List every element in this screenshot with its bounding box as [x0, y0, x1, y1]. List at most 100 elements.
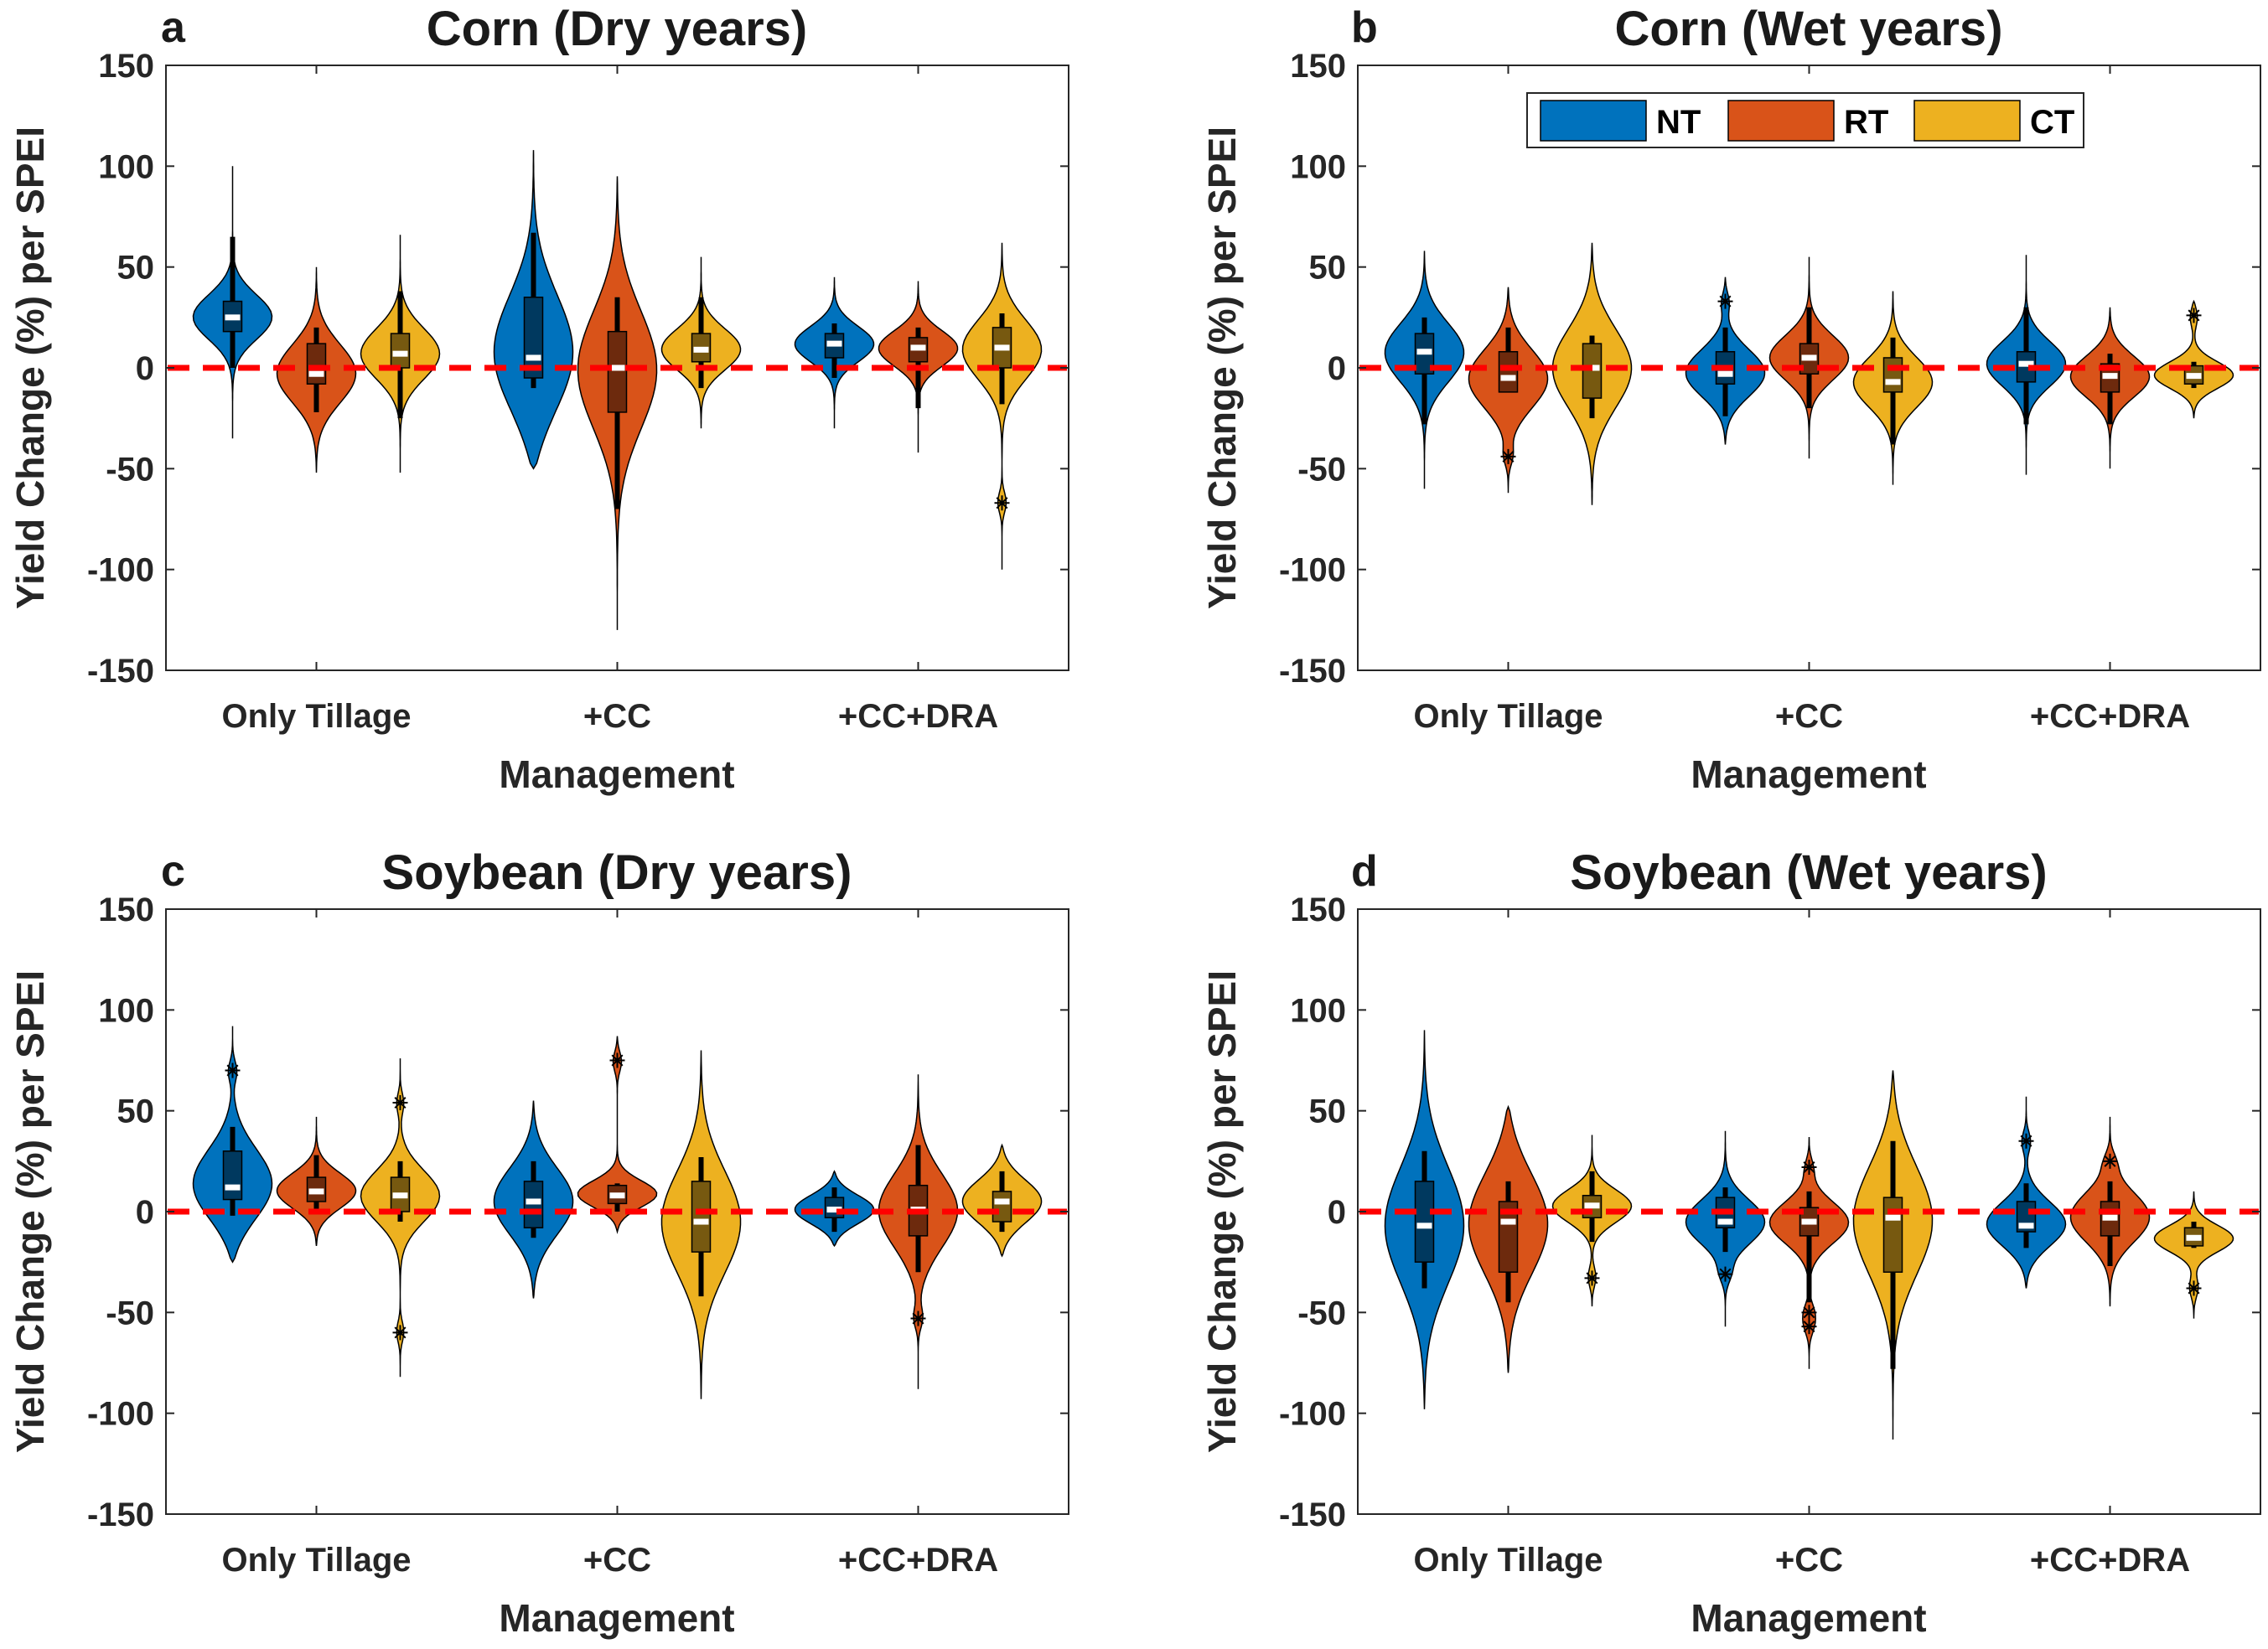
- y-tick-label: 100: [98, 992, 154, 1029]
- median-marker: [1416, 349, 1432, 355]
- panel-letter: a: [161, 3, 186, 52]
- x-tick-label: +CC: [583, 1542, 651, 1579]
- violin-rt: [1468, 287, 1549, 494]
- median-marker: [2018, 360, 2034, 367]
- median-marker: [2102, 1214, 2118, 1221]
- median-marker: [1584, 1202, 1600, 1209]
- iqr-box: [1414, 1181, 1435, 1263]
- median-marker: [826, 1207, 842, 1213]
- x-tick-label: Only Tillage: [1414, 1542, 1603, 1579]
- violin-ct: [360, 235, 441, 473]
- y-tick-label: -100: [1279, 1396, 1346, 1433]
- chart-marks: [1359, 242, 2259, 505]
- panel-c: Soybean (Dry years) c Yield Change (%) p…: [8, 845, 1069, 1640]
- outlier-marker: [1717, 1266, 1733, 1282]
- y-tick-label: 0: [1328, 1194, 1346, 1231]
- violin-body: [2153, 299, 2234, 419]
- x-tick-label: +CC+DRA: [838, 698, 998, 735]
- legend-label-rt: RT: [1844, 104, 1888, 141]
- iqr-box: [390, 333, 411, 369]
- outlier-marker: [392, 1095, 408, 1111]
- y-tick-label: 150: [1290, 892, 1346, 928]
- violin-rt: [577, 176, 658, 630]
- outlier-marker: [225, 1062, 241, 1078]
- outlier-marker: [1500, 448, 1516, 464]
- panel-d: Soybean (Wet years) d Yield Change (%) p…: [1200, 845, 2261, 1640]
- x-tick-labels: Only Tillage +CC +CC+DRA: [222, 65, 998, 735]
- median-marker: [392, 350, 408, 357]
- median-marker: [910, 344, 926, 351]
- x-tick-labels: Only Tillage +CC +CC+DRA: [222, 909, 998, 1579]
- y-tick-label: 0: [1328, 350, 1346, 387]
- y-tick-labels: 150 100 50 0 -50 -100 -150: [87, 48, 1069, 690]
- x-tick-label: +CC: [583, 698, 651, 735]
- outlier-marker: [1584, 1270, 1600, 1286]
- median-marker: [1500, 375, 1516, 381]
- panel-letter: b: [1351, 3, 1378, 52]
- violin-ct: [360, 1058, 441, 1378]
- chart-title: Soybean (Dry years): [382, 845, 852, 900]
- violin-nt: [1384, 1030, 1465, 1409]
- violin-nt: [794, 277, 875, 429]
- violin-body: [2153, 1191, 2234, 1319]
- violin-ct: [660, 256, 742, 429]
- iqr-box: [523, 1181, 544, 1229]
- median-marker: [308, 1188, 324, 1195]
- median-marker: [526, 1198, 541, 1205]
- y-tick-label: 150: [1290, 48, 1346, 85]
- legend-item-nt: NT: [1540, 100, 1701, 142]
- median-marker: [994, 1198, 1010, 1205]
- chart-marks: [168, 1026, 1067, 1399]
- outlier-marker: [2186, 308, 2202, 323]
- violin-ct: [660, 1050, 742, 1399]
- y-tick-label: -100: [87, 552, 154, 589]
- outlier-marker: [994, 495, 1010, 511]
- iqr-box: [306, 343, 327, 385]
- x-axis-label: Management: [499, 1596, 734, 1640]
- outlier-marker: [1801, 1160, 1817, 1176]
- y-tick-label: 100: [1290, 148, 1346, 185]
- violin-ct: [961, 242, 1043, 570]
- y-tick-labels: 150 100 50 0 -50 -100 -150: [1279, 48, 2260, 690]
- y-tick-label: 0: [136, 350, 154, 387]
- violin-rt: [1768, 1136, 1850, 1369]
- violin-rt: [577, 1036, 658, 1234]
- y-tick-label: -150: [1279, 1497, 1346, 1533]
- x-tick-label: +CC: [1775, 1542, 1843, 1579]
- y-axis-label: Yield Change (%) per SPEI: [8, 970, 52, 1453]
- y-tick-label: -100: [87, 1396, 154, 1433]
- median-marker: [308, 370, 324, 377]
- median-marker: [526, 354, 541, 361]
- chart-title: Corn (Wet years): [1614, 2, 2002, 56]
- y-tick-label: -50: [1297, 451, 1346, 488]
- iqr-box: [1582, 343, 1603, 399]
- panel-b: Corn (Wet years) b Yield Change (%) per …: [1200, 2, 2261, 796]
- median-marker: [2102, 373, 2118, 380]
- violin-rt: [1468, 1104, 1549, 1373]
- y-tick-label: -50: [1297, 1295, 1346, 1331]
- chart-marks: [1359, 1030, 2259, 1440]
- outlier-marker: [2186, 1280, 2202, 1296]
- x-tick-label: Only Tillage: [222, 698, 412, 735]
- median-marker: [609, 1192, 625, 1199]
- violin-ct: [1852, 1070, 1934, 1440]
- median-marker: [2186, 1234, 2202, 1241]
- panel-letter: c: [161, 847, 185, 896]
- y-tick-label: -150: [87, 653, 154, 690]
- legend-item-ct: CT: [1913, 100, 2074, 142]
- x-axis-label: Management: [1691, 1596, 1926, 1640]
- violin-ct: [1551, 242, 1633, 505]
- violin-nt: [1384, 251, 1465, 489]
- median-marker: [2018, 1223, 2034, 1229]
- median-marker: [1717, 370, 1733, 377]
- x-tick-label: Only Tillage: [1414, 698, 1603, 735]
- violin-nt: [493, 150, 574, 470]
- panel-letter: d: [1351, 847, 1378, 896]
- outlier-marker: [1801, 1305, 1817, 1321]
- iqr-box: [1882, 357, 1903, 393]
- x-axis-label: Management: [499, 752, 734, 796]
- iqr-box: [691, 1181, 712, 1253]
- median-marker: [609, 364, 625, 371]
- median-marker: [1416, 1223, 1432, 1229]
- violin-ct: [2153, 299, 2234, 419]
